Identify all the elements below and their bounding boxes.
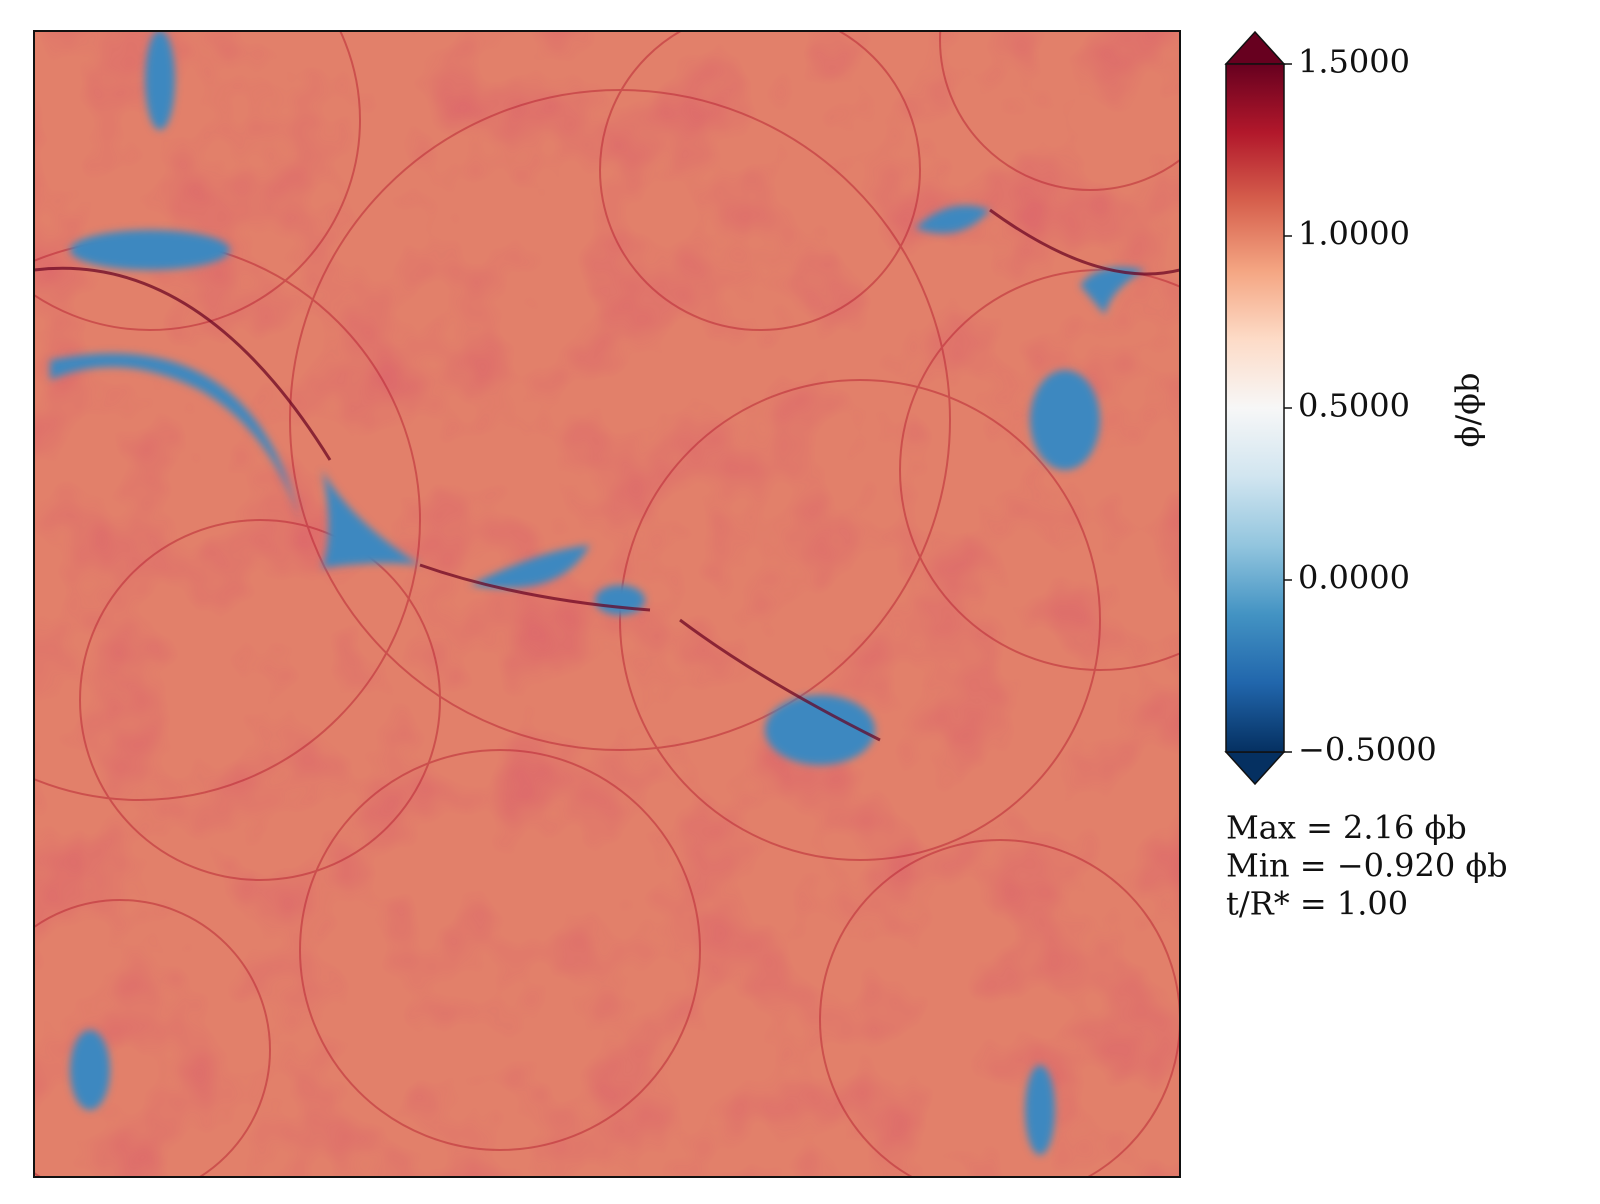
wavefronts	[34, 31, 1180, 1177]
plot-frame	[33, 30, 1181, 1178]
dark-fronts	[34, 208, 1180, 742]
colorbar	[1225, 63, 1285, 753]
annotation: Max = 2.16 ϕb	[1226, 809, 1467, 847]
colorbar-tick-label: 1.5000	[1298, 43, 1410, 81]
annotation: Min = −0.920 ϕb	[1226, 847, 1508, 885]
annotation: t/R* = 1.00	[1226, 885, 1408, 923]
colorbar-tick-label: −0.5000	[1298, 731, 1437, 769]
field-image	[34, 31, 1180, 1177]
blue-regions	[50, 31, 1145, 1155]
colorbar-tick-label: 0.0000	[1298, 559, 1410, 597]
colorbar-extend-max	[1224, 30, 1286, 65]
colorbar-extend-min	[1224, 751, 1286, 786]
colorbar-tick-label: 0.5000	[1298, 387, 1410, 425]
colorbar-tick-label: 1.0000	[1298, 215, 1410, 253]
colorbar-label: ϕ/ϕb	[1449, 373, 1487, 448]
